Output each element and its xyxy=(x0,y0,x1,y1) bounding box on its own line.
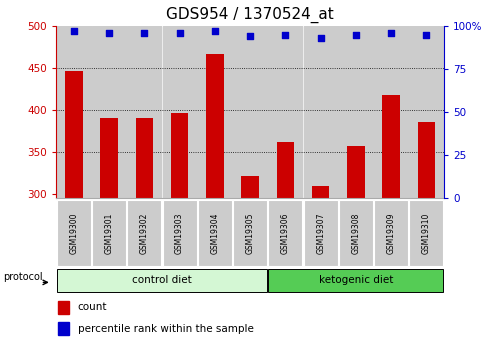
Text: percentile rank within the sample: percentile rank within the sample xyxy=(78,324,253,334)
Bar xyxy=(57,26,91,198)
FancyBboxPatch shape xyxy=(408,200,443,266)
Point xyxy=(351,32,359,37)
Bar xyxy=(100,118,118,198)
Bar xyxy=(338,26,372,198)
Text: GSM19305: GSM19305 xyxy=(245,212,254,254)
FancyBboxPatch shape xyxy=(268,269,443,292)
Bar xyxy=(170,112,188,198)
Bar xyxy=(408,26,443,198)
Point xyxy=(281,32,289,37)
FancyBboxPatch shape xyxy=(92,200,126,266)
FancyBboxPatch shape xyxy=(268,200,302,266)
Title: GDS954 / 1370524_at: GDS954 / 1370524_at xyxy=(166,7,333,23)
Point xyxy=(70,28,78,34)
Text: GSM19310: GSM19310 xyxy=(421,212,430,254)
Text: GSM19303: GSM19303 xyxy=(175,212,184,254)
FancyBboxPatch shape xyxy=(127,200,161,266)
Bar xyxy=(346,146,364,198)
Bar xyxy=(233,26,266,198)
Bar xyxy=(135,118,153,198)
Text: GSM19304: GSM19304 xyxy=(210,212,219,254)
FancyBboxPatch shape xyxy=(373,200,407,266)
Point xyxy=(175,30,183,36)
FancyBboxPatch shape xyxy=(303,200,337,266)
FancyBboxPatch shape xyxy=(198,200,231,266)
Text: GSM19300: GSM19300 xyxy=(69,212,78,254)
Bar xyxy=(276,142,294,198)
Bar xyxy=(373,26,407,198)
Text: GSM19306: GSM19306 xyxy=(280,212,289,254)
Bar xyxy=(65,71,82,198)
Bar xyxy=(311,186,329,198)
Bar xyxy=(58,301,69,314)
FancyBboxPatch shape xyxy=(57,269,266,292)
Text: protocol: protocol xyxy=(3,272,42,282)
Point xyxy=(245,33,253,39)
Bar xyxy=(241,176,259,198)
Point xyxy=(140,30,148,36)
Point xyxy=(422,32,429,37)
Bar xyxy=(268,26,302,198)
Text: GSM19301: GSM19301 xyxy=(104,212,113,254)
Bar xyxy=(198,26,231,198)
Bar xyxy=(58,322,69,335)
Text: control diet: control diet xyxy=(132,275,191,285)
Text: GSM19307: GSM19307 xyxy=(315,212,325,254)
FancyBboxPatch shape xyxy=(163,200,196,266)
Text: count: count xyxy=(78,303,107,313)
FancyBboxPatch shape xyxy=(57,200,91,266)
Bar xyxy=(417,122,434,198)
Bar xyxy=(92,26,126,198)
Text: ketogenic diet: ketogenic diet xyxy=(318,275,392,285)
Text: GSM19309: GSM19309 xyxy=(386,212,395,254)
Bar xyxy=(303,26,337,198)
FancyBboxPatch shape xyxy=(233,200,266,266)
Point xyxy=(386,30,394,36)
Bar xyxy=(382,95,399,198)
Bar xyxy=(163,26,196,198)
Text: GSM19308: GSM19308 xyxy=(351,212,360,254)
Point xyxy=(210,28,218,34)
Text: GSM19302: GSM19302 xyxy=(140,212,148,254)
FancyBboxPatch shape xyxy=(338,200,372,266)
Point xyxy=(316,35,324,41)
Bar xyxy=(127,26,161,198)
Point xyxy=(105,30,113,36)
Bar xyxy=(205,55,223,198)
